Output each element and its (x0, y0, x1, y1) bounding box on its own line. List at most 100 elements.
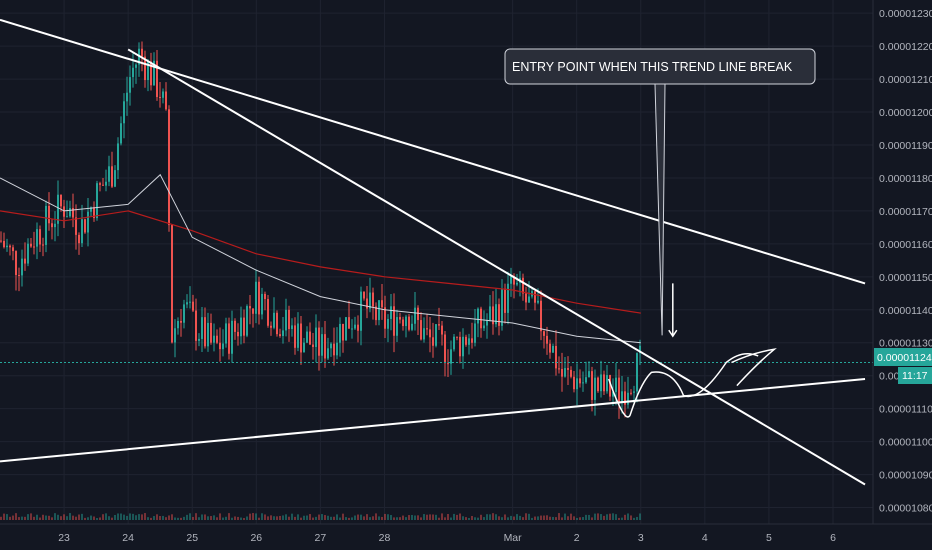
candle-body (612, 391, 614, 397)
volume-bar (462, 516, 464, 520)
candle-body (129, 77, 131, 93)
candle-body (534, 291, 536, 303)
candle-body (426, 328, 428, 330)
volume-bar (192, 516, 194, 520)
candle-body (24, 258, 26, 264)
candle-body (444, 334, 446, 364)
candle-body (348, 317, 350, 329)
volume-bar (510, 515, 512, 520)
time-tick-label: 27 (315, 532, 327, 544)
candle-body (501, 288, 503, 326)
time-tick-label: 6 (830, 532, 836, 544)
volume-bar (573, 516, 575, 520)
candle-body (153, 60, 155, 86)
volume-bar (240, 517, 242, 520)
volume-bar (90, 515, 92, 520)
ma-slow-line (0, 210, 641, 314)
candle-body (150, 61, 152, 86)
candle-body (510, 276, 512, 284)
candles (0, 41, 641, 419)
candle-body (330, 343, 332, 349)
volume-bar (141, 514, 143, 520)
volume-bar (87, 517, 89, 520)
volume-bar (345, 517, 347, 520)
trend-line-drawings[interactable] (0, 18, 866, 486)
price-tick-label: 0.00001190 (879, 140, 932, 152)
volume-bar (285, 514, 287, 520)
candle-body (84, 219, 86, 233)
volume-bar (234, 516, 236, 520)
volume-bar (498, 516, 500, 520)
price-tick-label: 0.00001150 (879, 272, 932, 284)
volume-bar (156, 514, 158, 520)
volume-bar (627, 513, 629, 520)
candle-body (450, 349, 452, 364)
candle-body (162, 91, 164, 98)
candle-body (45, 205, 47, 245)
candle-body (234, 320, 236, 332)
volume-bar (495, 514, 497, 520)
volume-bar (366, 514, 368, 520)
candle-body (600, 374, 602, 392)
time-tick-label: Mar (504, 532, 523, 544)
candle-body (54, 223, 56, 228)
volume-bar (381, 516, 383, 520)
volume-bar (483, 517, 485, 520)
candle-body (102, 184, 104, 186)
candle-body (576, 378, 578, 390)
volume-bar (207, 516, 209, 520)
candle-body (639, 345, 641, 354)
candle-body (114, 170, 116, 187)
last-price-label-box (874, 348, 932, 366)
volume-bar (540, 515, 542, 520)
candle-body (0, 240, 2, 242)
price-tick-label: 0.00001130 (879, 338, 932, 350)
volume-bar (504, 514, 506, 520)
volume-bar (168, 515, 170, 520)
candle-body (468, 338, 470, 345)
volume-bar (564, 513, 566, 520)
volume-bar (618, 517, 620, 520)
volume-bar (291, 513, 293, 520)
time-axis[interactable] (0, 524, 932, 550)
candle-body (216, 335, 218, 343)
annotation-callout[interactable]: ENTRY POINT WHEN THIS TREND LINE BREAK (504, 48, 816, 85)
candle-body (69, 208, 71, 217)
candle-body (180, 321, 182, 323)
volume-bar (18, 517, 20, 520)
trend-line-rising-support (0, 377, 866, 463)
last-price-tag: 0.00001124 11:17 (874, 348, 932, 384)
volume-bar (225, 516, 227, 520)
candle-body (318, 327, 320, 356)
volume-bar (471, 515, 473, 520)
price-tick-label: 0.00001140 (879, 305, 932, 317)
price-axis-ticks: 0.00001230 0.00001220 0.00001210 0.00001200… (879, 8, 932, 514)
volume-bar (339, 517, 341, 520)
candle-body (177, 321, 179, 329)
volume-bar (27, 514, 29, 520)
volume-bar (159, 516, 161, 520)
candle-body (498, 304, 500, 326)
candle-body (258, 281, 260, 315)
candle-body (624, 391, 626, 405)
candle-body (300, 323, 302, 353)
candle-body (588, 371, 590, 378)
price-tick-label: 0.00001200 (879, 107, 932, 119)
volume-bar (51, 517, 53, 520)
volume-bar (459, 513, 461, 520)
volume-bar (111, 517, 113, 520)
volume-bar (570, 513, 572, 520)
volume-bar (6, 514, 8, 520)
candle-body (573, 376, 575, 390)
candle-body (459, 336, 461, 357)
volume-bar (636, 516, 638, 520)
candle-body (375, 306, 377, 321)
candle-body (81, 219, 83, 244)
price-axis[interactable] (873, 0, 932, 524)
volume-bar (351, 517, 353, 520)
volume-bar (186, 514, 188, 520)
candle-body (399, 317, 401, 320)
candle-body (504, 288, 506, 313)
candle-body (393, 306, 395, 336)
